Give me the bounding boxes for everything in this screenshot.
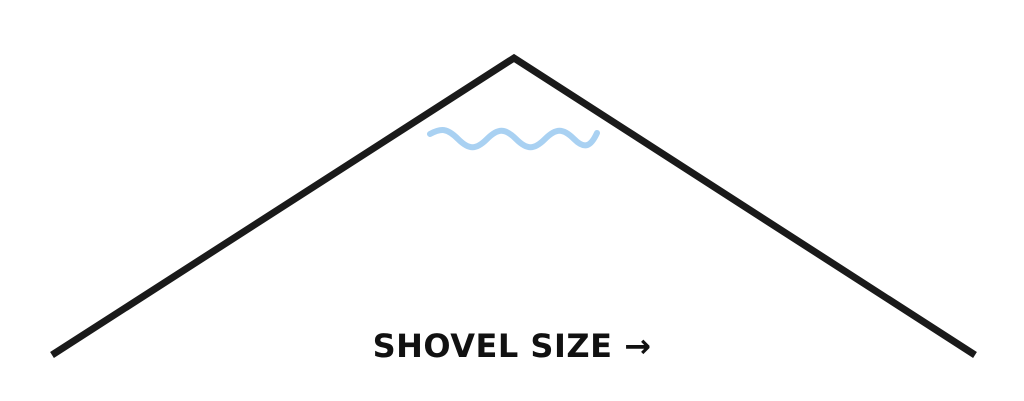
shovel-size-label: SHOVEL SIZE → [372,327,652,365]
wave-squiggle [427,127,600,151]
inverted-u-curve [50,53,977,358]
